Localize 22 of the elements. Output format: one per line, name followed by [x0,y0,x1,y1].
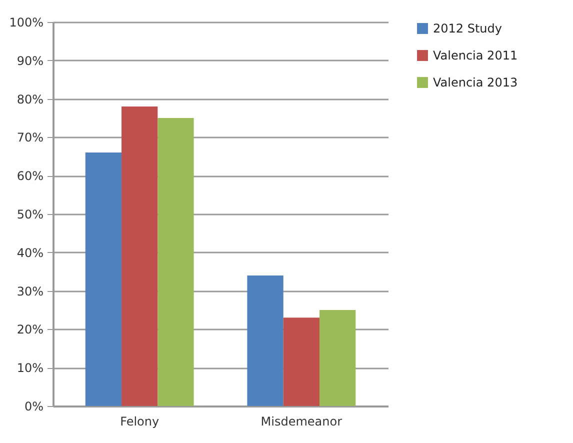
y-tick-label: 100% [9,16,44,30]
bar [247,275,284,406]
bar [122,106,158,406]
y-tick-label: 80% [16,92,44,106]
bar [319,310,356,406]
legend-label: 2012 Study [433,22,502,36]
x-tick-label: Misdemeanor [260,414,342,428]
y-tick-label: 10% [16,361,44,376]
legend-label: Valencia 2013 [433,76,518,90]
y-tick-label: 60% [16,169,44,184]
legend-label: Valencia 2011 [433,48,518,62]
bar [158,118,194,406]
x-tick-label: Felony [120,414,160,428]
y-tick-label: 30% [16,284,44,298]
y-tick-label: 40% [16,246,44,260]
y-tick-label: 50% [16,208,44,222]
y-tick-label: 0% [24,400,44,414]
y-tick-label: 70% [16,130,44,145]
bar [85,152,122,406]
bar [283,318,320,406]
y-tick-label: 20% [16,322,44,337]
y-tick-label: 90% [16,54,44,68]
